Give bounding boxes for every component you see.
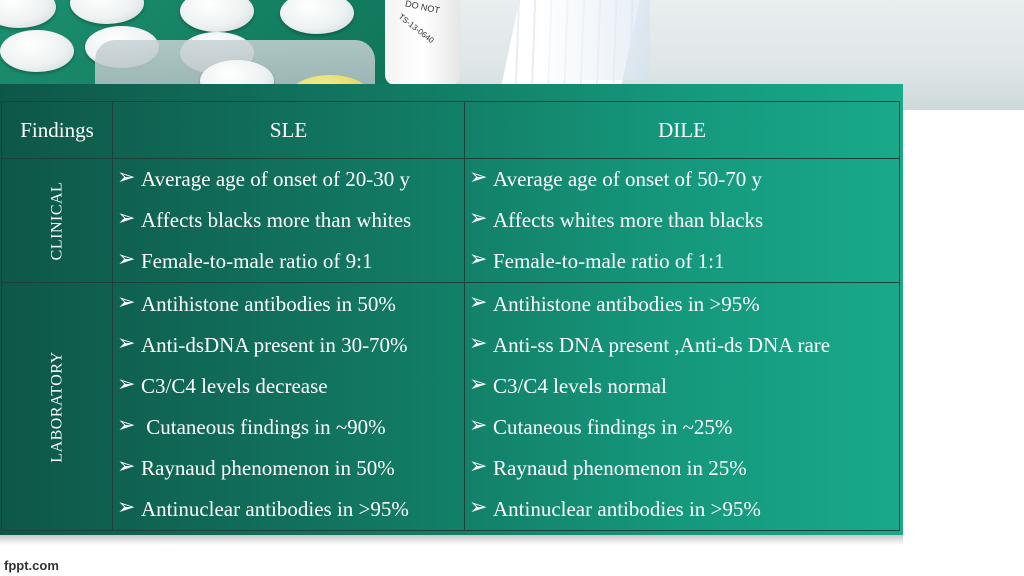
laboratory-label: LABORATORY [48, 350, 66, 463]
laboratory-label-cell: LABORATORY [1, 282, 113, 531]
arrow-bullet-icon: ➢ [117, 165, 136, 190]
finding-text: Raynaud phenomenon in 25% [493, 455, 747, 480]
list-item: ➢ Raynaud phenomenon in 25% [469, 448, 899, 489]
header-row: Findings SLE DILE [1, 101, 900, 159]
clinical-dile-cell: ➢ Average age of onset of 50-70 y ➢ Affect… [464, 158, 900, 283]
finding-text: Female-to-male ratio of 9:1 [141, 249, 373, 273]
arrow-bullet-icon: ➢ [117, 330, 136, 356]
list-item: ➢ Antihistone antibodies in >95% [469, 284, 899, 325]
finding-text: Average age of onset of 50-70 y [493, 167, 763, 191]
list-item: ➢ Cutaneous findings in ~90% [117, 407, 464, 448]
arrow-bullet-icon: ➢ [117, 494, 136, 520]
clinical-row: CLINICAL ➢ Average age of onset of 20-30 … [1, 158, 900, 283]
finding-text: Anti-dsDNA present in 30-70% [141, 332, 408, 357]
list-item: ➢ Antinuclear antibodies in >95% [117, 489, 464, 530]
list-item: ➢ Anti-dsDNA present in 30-70% [117, 325, 464, 366]
list-item: ➢ Average age of onset of 50-70 y [469, 159, 899, 200]
pill [0, 30, 74, 72]
finding-text: Female-to-male ratio of 1:1 [493, 249, 725, 273]
list-item: ➢ C3/C4 levels decrease [117, 366, 464, 407]
pill-bottle: DO NOT TS-13-0640 [385, 0, 460, 85]
finding-text: Cutaneous findings in ~25% [493, 414, 733, 439]
footer-brand: fppt.com [4, 558, 59, 573]
list-item: ➢ Affects whites more than blacks [469, 200, 899, 241]
panel-shadow [0, 535, 903, 545]
header-findings: Findings [1, 101, 113, 159]
arrow-bullet-icon: ➢ [117, 453, 136, 479]
clinical-sle-cell: ➢ Average age of onset of 20-30 y ➢ Affect… [112, 158, 465, 283]
finding-text: Antinuclear antibodies in >95% [141, 496, 409, 521]
list-item: ➢ Average age of onset of 20-30 y [117, 159, 464, 200]
pill [180, 0, 254, 32]
finding-text: Anti-ss DNA present ,Anti-ds DNA rare [493, 332, 831, 357]
arrow-bullet-icon: ➢ [117, 247, 136, 272]
bottle-label-code: TS-13-0640 [396, 11, 436, 46]
list-item: ➢ Antinuclear antibodies in >95% [469, 489, 899, 530]
arrow-bullet-icon: ➢ [469, 371, 488, 397]
list-item: ➢ Cutaneous findings in ~25% [469, 407, 899, 448]
list-item: ➢ Female-to-male ratio of 9:1 [117, 241, 464, 282]
bottle-label-text: DO NOT [404, 0, 441, 16]
finding-text: Antihistone antibodies in 50% [141, 291, 396, 316]
arrow-bullet-icon: ➢ [117, 206, 136, 231]
laboratory-sle-cell: ➢ Antihistone antibodies in 50% ➢ Anti-dsD… [112, 282, 465, 531]
finding-text: Affects whites more than blacks [493, 208, 764, 232]
list-item: ➢ Female-to-male ratio of 1:1 [469, 241, 899, 282]
clinical-label: CLINICAL [48, 181, 65, 260]
finding-text: Antihistone antibodies in >95% [493, 291, 760, 316]
finding-text: Affects blacks more than whites [141, 208, 412, 232]
finding-text: Raynaud phenomenon in 50% [141, 455, 395, 480]
medicine-box [540, 0, 650, 80]
clinical-label-cell: CLINICAL [1, 158, 113, 283]
arrow-bullet-icon: ➢ [117, 371, 136, 397]
arrow-bullet-icon: ➢ [469, 494, 488, 520]
finding-text: Average age of onset of 20-30 y [141, 167, 411, 191]
arrow-bullet-icon: ➢ [117, 289, 136, 315]
arrow-bullet-icon: ➢ [469, 412, 488, 438]
header-sle: SLE [112, 101, 465, 159]
finding-text: C3/C4 levels decrease [141, 373, 328, 398]
list-item: ➢ Raynaud phenomenon in 50% [117, 448, 464, 489]
arrow-bullet-icon: ➢ [117, 412, 136, 438]
header-dile: DILE [464, 101, 900, 159]
laboratory-dile-cell: ➢ Antihistone antibodies in >95% ➢ Anti-ss… [464, 282, 900, 531]
finding-text: Antinuclear antibodies in >95% [493, 496, 761, 521]
laboratory-row: LABORATORY ➢ Antihistone antibodies in 50… [1, 282, 900, 531]
arrow-bullet-icon: ➢ [469, 206, 488, 231]
arrow-bullet-icon: ➢ [469, 289, 488, 315]
arrow-bullet-icon: ➢ [469, 330, 488, 356]
comparison-table: Findings SLE DILE CLINICAL ➢ Average age … [1, 101, 900, 531]
pill [280, 0, 354, 34]
list-item: ➢ Anti-ss DNA present ,Anti-ds DNA rare [469, 325, 899, 366]
finding-text: Cutaneous findings in ~90% [141, 414, 386, 439]
arrow-bullet-icon: ➢ [469, 453, 488, 479]
arrow-bullet-icon: ➢ [469, 165, 488, 190]
list-item: ➢ Antihistone antibodies in 50% [117, 284, 464, 325]
finding-text: C3/C4 levels normal [493, 373, 667, 398]
arrow-bullet-icon: ➢ [469, 247, 488, 272]
list-item: ➢ C3/C4 levels normal [469, 366, 899, 407]
list-item: ➢ Affects blacks more than whites [117, 200, 464, 241]
